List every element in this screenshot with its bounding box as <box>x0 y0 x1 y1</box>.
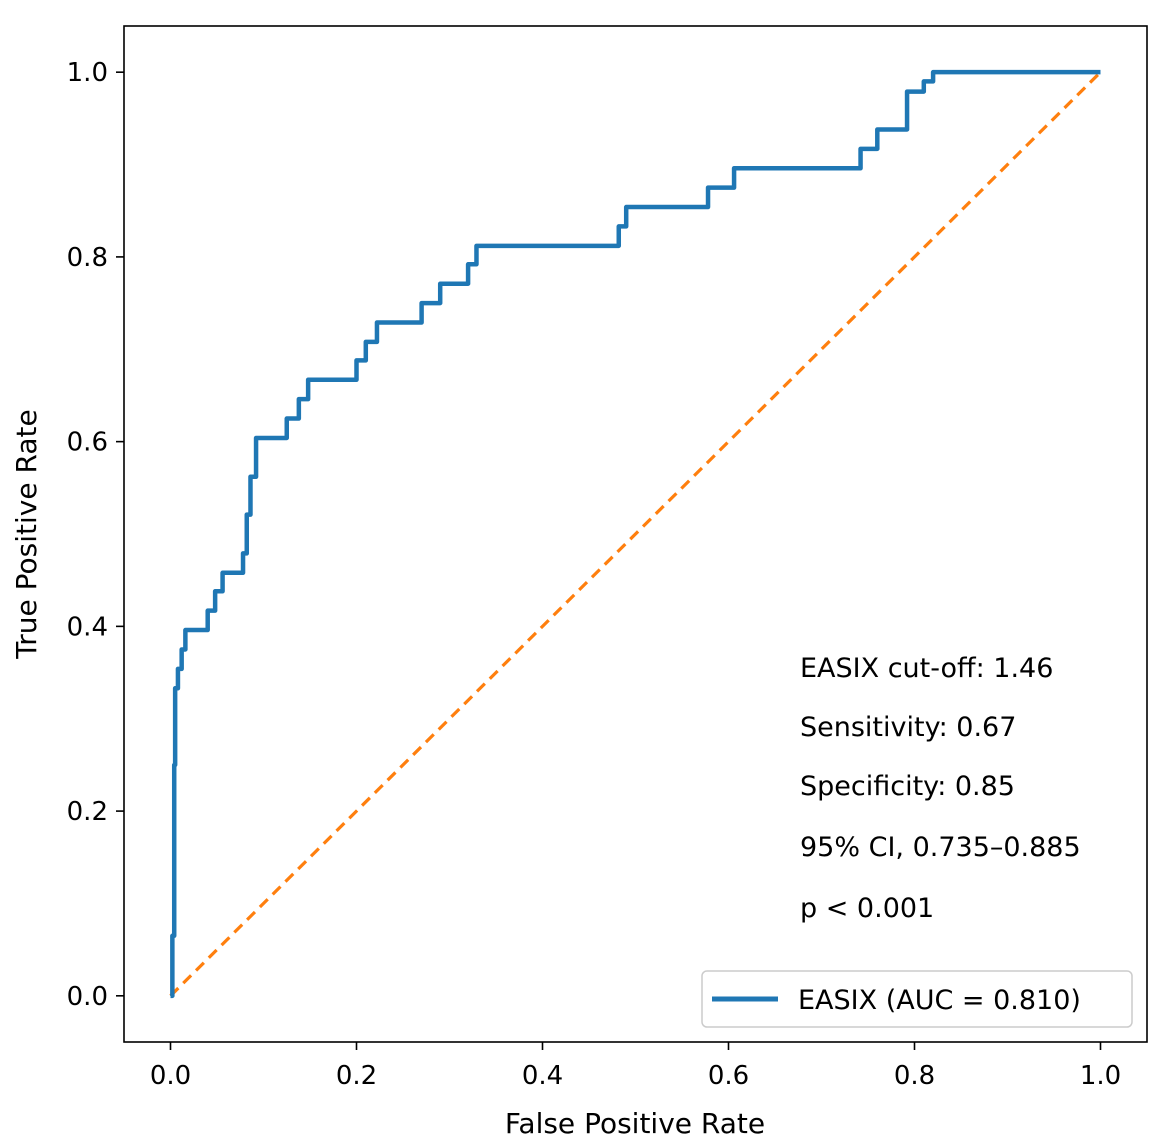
plot-frame <box>123 25 1148 1043</box>
chance-diagonal-line <box>169 71 1102 997</box>
x-axis-label: False Positive Rate <box>505 1107 765 1140</box>
y-tick-label-2: 0.4 <box>67 612 108 642</box>
roc-curve-line-0 <box>170 69 1101 999</box>
y-tick-label-4: 0.8 <box>67 243 108 273</box>
annotation-specificity: Specificity: 0.85 <box>800 771 1015 802</box>
x-tick-label-5: 1.0 <box>1080 1061 1121 1091</box>
legend: EASIX (AUC = 0.810) <box>701 970 1133 1028</box>
x-axis-ticks: 0.0 0.2 0.4 0.6 0.8 1.0 <box>150 1042 1121 1091</box>
y-tick-label-0: 0.0 <box>67 982 108 1012</box>
annotation-sensitivity: Sensitivity: 0.67 <box>800 712 1016 743</box>
annotation-block: EASIX cut-off: 1.46 Sensitivity: 0.67 Sp… <box>800 653 1081 924</box>
x-tick-label-1: 0.2 <box>336 1061 377 1091</box>
y-tick-label-1: 0.2 <box>67 797 108 827</box>
annotation-p-value: p < 0.001 <box>800 893 934 924</box>
y-tick-label-5: 1.0 <box>67 58 108 88</box>
legend-label-easix: EASIX (AUC = 0.810) <box>798 985 1081 1016</box>
x-tick-label-0: 0.0 <box>150 1061 191 1091</box>
x-tick-label-4: 0.8 <box>894 1061 935 1091</box>
legend-box <box>701 970 1133 1028</box>
annotation-cutoff: EASIX cut-off: 1.46 <box>800 653 1053 684</box>
x-tick-label-3: 0.6 <box>708 1061 749 1091</box>
roc-curve-layer <box>170 69 1101 999</box>
annotation-ci: 95% CI, 0.735–0.885 <box>800 832 1081 863</box>
chance-line-layer <box>169 71 1102 997</box>
x-tick-label-2: 0.4 <box>522 1061 563 1091</box>
y-axis-label: True Positive Rate <box>10 409 43 659</box>
y-axis-ticks: 0.0 0.2 0.4 0.6 0.8 1.0 <box>67 58 124 1012</box>
y-tick-label-3: 0.6 <box>67 428 108 458</box>
